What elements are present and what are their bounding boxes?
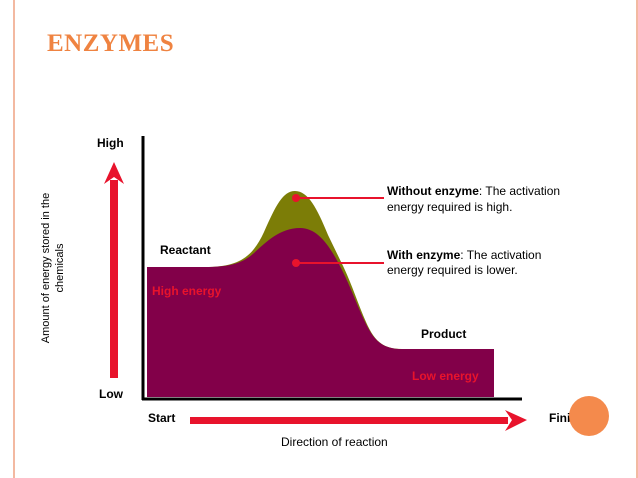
with-enzyme-annotation-line1: With enzyme: The activation	[387, 248, 541, 262]
vertical-arrow-head	[104, 162, 124, 184]
without-enzyme-annotation-line2: energy required is high.	[387, 200, 512, 214]
high-energy-label: High energy	[152, 284, 222, 298]
right-border-line	[636, 0, 638, 478]
without-enzyme-annotation-line1: Without enzyme: The activation	[387, 184, 560, 198]
vertical-arrow-shaft	[110, 180, 118, 378]
with-enzyme-rest: : The activation	[460, 248, 541, 262]
y-axis-title-line2: chemicals	[54, 243, 66, 292]
x-axis-label: Direction of reaction	[281, 435, 388, 449]
left-border-line	[13, 0, 15, 478]
product-label: Product	[421, 327, 466, 341]
low-energy-label: Low energy	[412, 369, 479, 383]
high-label: High	[97, 136, 124, 150]
with-enzyme-curve	[147, 228, 494, 397]
low-label: Low	[99, 387, 124, 401]
slide-title: ENZYMES	[47, 30, 175, 57]
with-enzyme-bold: With enzyme	[387, 248, 461, 262]
without-enzyme-callout-dot	[292, 194, 300, 202]
y-axis-title-line1: Amount of energy stored in the	[40, 193, 52, 343]
with-enzyme-callout-dot	[292, 259, 300, 267]
horizontal-arrow-head	[505, 410, 527, 431]
without-enzyme-bold: Without enzyme	[387, 184, 479, 198]
start-label: Start	[148, 411, 175, 425]
horizontal-arrow-shaft	[190, 417, 508, 424]
decorative-circle	[569, 396, 609, 436]
reactant-label: Reactant	[160, 243, 211, 257]
y-axis-title: Amount of energy stored in the chemicals	[40, 193, 66, 343]
with-enzyme-annotation-line2: energy required is lower.	[387, 263, 518, 277]
without-enzyme-rest: : The activation	[479, 184, 560, 198]
